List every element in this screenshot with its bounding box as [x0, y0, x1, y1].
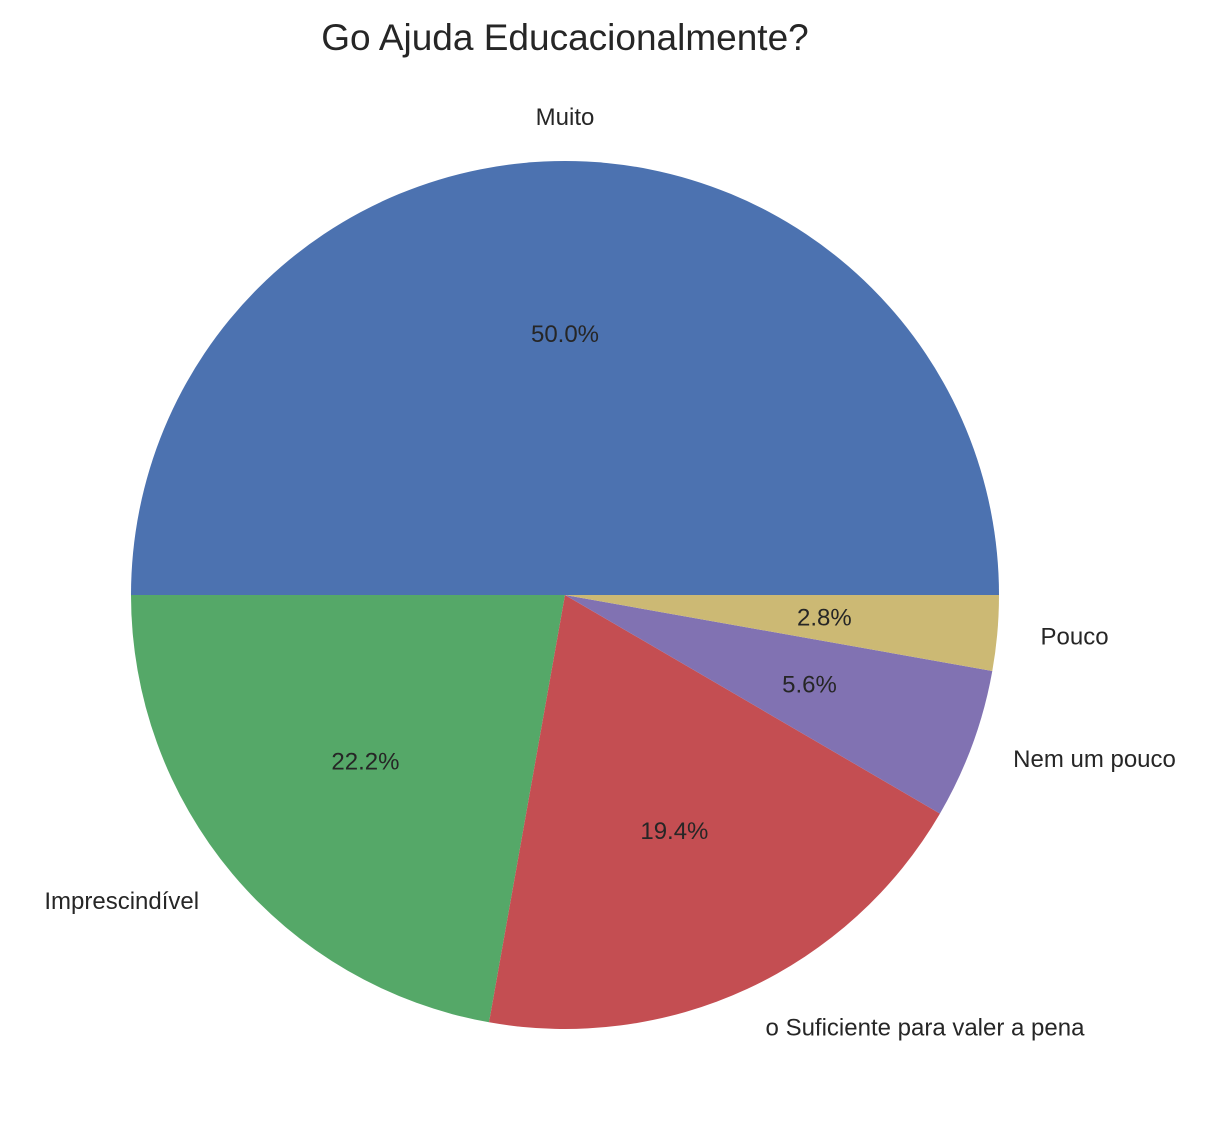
pct-label-imprescindivel: 22.2% [331, 749, 399, 776]
slice-label-imprescindivel: Imprescindível [44, 888, 199, 915]
pct-label-nem-um-pouco: 5.6% [782, 671, 837, 698]
slice-label-pouco: Pouco [1041, 623, 1109, 650]
chart-title: Go Ajuda Educacionalmente? [321, 17, 809, 58]
pie-slice-pouco [565, 595, 999, 671]
slice-label-muito: Muito [536, 104, 595, 131]
slice-label-nem-um-pouco: Nem um pouco [1013, 746, 1176, 773]
slice-label-o-suficiente-para-valer-a-pena: o Suficiente para valer a pena [766, 1015, 1086, 1042]
pie-labels: Muito 50.0% Imprescindível 22.2% o Suficient… [44, 104, 1176, 1042]
pie-slice-imprescindivel [131, 595, 565, 1023]
pie-slice-o-suficiente-para-valer-a-pena [489, 595, 940, 1029]
pct-label-pouco: 2.8% [797, 604, 852, 631]
pie-slices [131, 161, 999, 1029]
pie-slice-muito [131, 161, 999, 595]
pct-label-muito: 50.0% [531, 321, 599, 348]
pie-slice-nem-um-pouco [565, 595, 993, 814]
pct-label-o-suficiente-para-valer-a-pena: 19.4% [640, 818, 708, 845]
